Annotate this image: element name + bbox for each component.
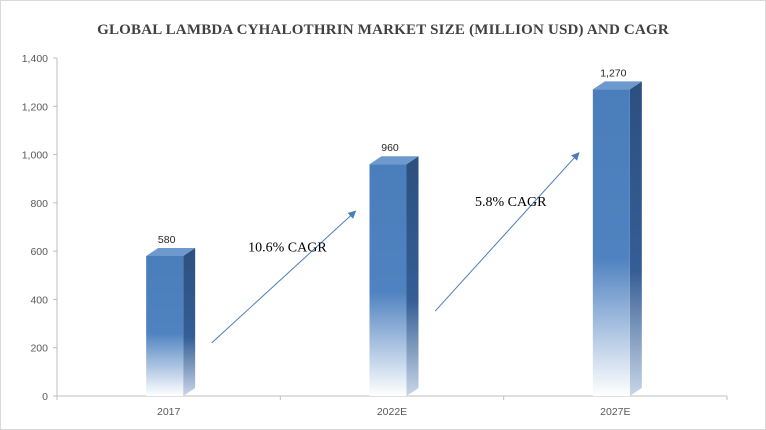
y-tick-label: 1,000: [22, 150, 48, 162]
bar-2022E: 960: [369, 142, 419, 396]
data-label: 960: [381, 142, 399, 154]
bar-top: [369, 156, 419, 165]
bar-side: [406, 156, 419, 396]
y-tick-label: 1,400: [22, 53, 48, 65]
y-tick-label: 200: [30, 343, 48, 355]
cagr-label: 10.6% CAGR: [248, 241, 327, 256]
bar-2017: 580: [146, 234, 196, 396]
cagr-arrow: [211, 210, 357, 344]
bar-front: [369, 164, 407, 396]
bar-front: [592, 89, 630, 396]
cagr-arrow: [434, 152, 580, 312]
y-tick-label: 400: [30, 294, 48, 306]
bar-top: [592, 81, 642, 90]
bar-2027E: 1,270: [592, 67, 642, 396]
y-tick-label: 1,200: [22, 101, 48, 113]
y-tick-label: 0: [42, 391, 48, 403]
bar-side: [183, 247, 196, 396]
bar-top: [146, 247, 196, 256]
chart-title: GLOBAL LAMBDA CYHALOTHRIN MARKET SIZE (M…: [97, 22, 669, 38]
y-tick-label: 800: [30, 198, 48, 210]
x-tick-label: 2022E: [377, 406, 407, 418]
bar-front: [146, 255, 184, 396]
x-tick-label: 2017: [157, 406, 181, 418]
data-label: 1,270: [600, 67, 626, 79]
x-tick-label: 2027E: [600, 406, 630, 418]
bar-side: [629, 81, 642, 396]
data-label: 580: [158, 234, 176, 246]
cagr-label: 5.8% CAGR: [475, 195, 547, 210]
y-tick-label: 600: [30, 246, 48, 258]
